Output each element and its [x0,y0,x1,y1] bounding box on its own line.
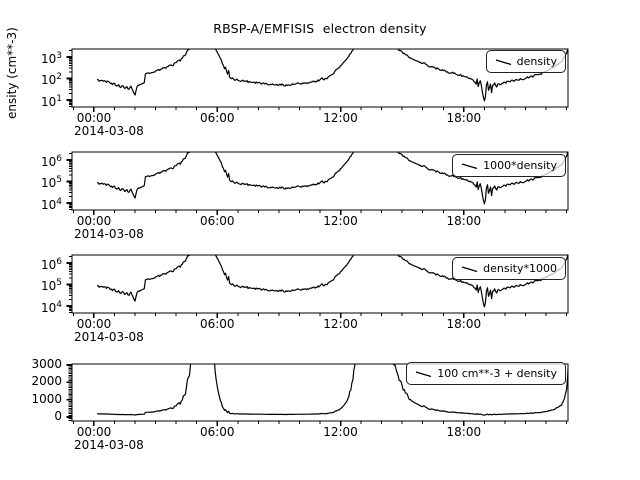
y-tick-label: 0 [54,409,62,423]
legend-line-sample-icon [461,162,478,169]
legend-label: 1000*density [483,159,557,172]
legend-panel-3: density*1000 [452,257,566,280]
x-axis-date-label: 2014-03-08 [74,227,144,241]
x-tick-label: 06:00 [199,111,235,125]
y-tick-label: 106 [40,256,62,272]
y-tick-label: 102 [40,72,62,88]
legend-panel-2: 1000*density [452,154,566,177]
y-tick-label: 101 [40,93,62,109]
x-tick-label: 12:00 [323,317,358,331]
x-tick-label: 06:00 [199,425,235,439]
legend-label: 100 cm**-3 + density [437,367,557,380]
x-axis-date-label: 2014-03-08 [74,438,144,452]
y-tick-label: 104 [40,196,62,212]
data-line-density [96,49,568,102]
legend-line-sample-icon [495,58,511,65]
x-tick-label: 06:00 [199,214,235,228]
y-tick-label: 106 [40,153,62,169]
y-tick-label: 105 [40,175,62,191]
y-tick-label: 103 [40,50,62,66]
x-tick-label: 06:00 [199,317,235,331]
chart-title: RBSP-A/EMFISIS electron density [213,21,427,36]
x-tick-label: 18:00 [446,214,482,228]
legend-panel-1: density [485,50,566,73]
x-tick-label: 00:00 [76,317,112,331]
legend-label: density [516,55,557,68]
data-line-density-times-1000 [96,152,568,205]
data-line-density-plus-100 [97,364,568,416]
x-tick-label: 00:00 [76,425,112,439]
x-tick-label: 00:00 [76,214,112,228]
legend-panel-4: 100 cm**-3 + density [406,362,566,385]
x-tick-label: 18:00 [446,317,482,331]
x-axis-date-label: 2014-03-08 [74,124,144,138]
x-tick-label: 18:00 [446,425,482,439]
data-line-density-times-1000-b [96,255,568,308]
x-tick-label: 00:00 [76,111,112,125]
y-tick-label: 105 [40,278,62,294]
y-tick-label: 2000 [31,374,62,389]
y-tick-label: 1000 [31,391,62,406]
y-tick-label: 104 [40,299,62,315]
legend-line-sample-icon [461,265,478,272]
x-tick-label: 12:00 [323,111,358,125]
x-tick-label: 12:00 [323,214,358,228]
x-tick-label: 12:00 [323,425,358,439]
y-tick-label: 3000 [31,357,62,372]
legend-label: density*1000 [483,262,557,275]
x-axis-date-label: 2014-03-08 [74,330,144,344]
legend-line-sample-icon [416,370,432,377]
x-tick-label: 18:00 [446,111,482,125]
